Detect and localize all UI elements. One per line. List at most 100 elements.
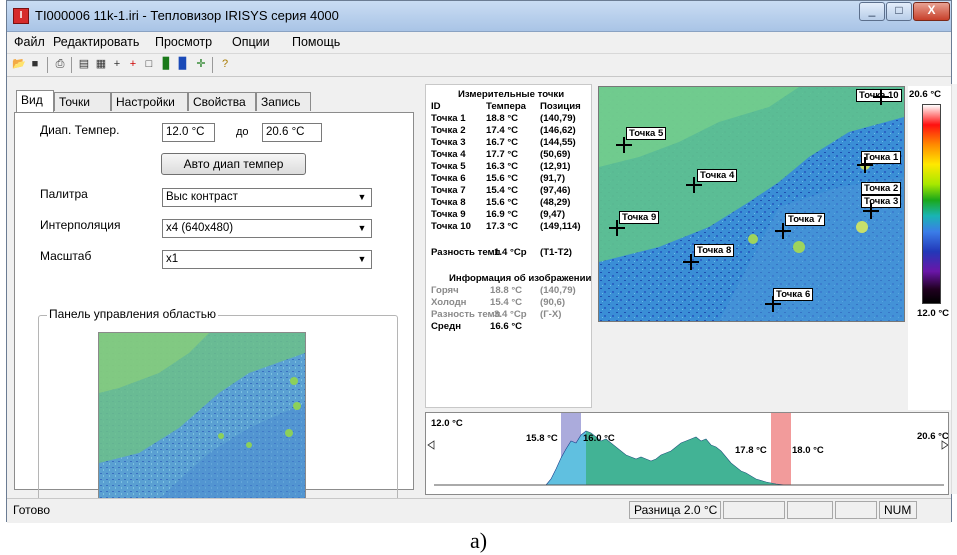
point-id: Точка 3	[431, 137, 466, 148]
thermo-point-label: Точка 9	[619, 211, 660, 224]
thermo-point-label: Точка 6	[773, 288, 814, 301]
palette-value: Выс контраст	[166, 191, 238, 203]
add-point-icon[interactable]: +	[113, 58, 121, 70]
chart-icon[interactable]: ▉	[178, 58, 188, 70]
palette-select[interactable]: Выс контраст ▼	[162, 188, 372, 207]
thermo-point-label: Точка 10	[856, 89, 902, 102]
toolbar-separator	[47, 57, 48, 73]
chevron-down-icon[interactable]: ▼	[357, 192, 367, 202]
crosshair-icon[interactable]	[857, 157, 873, 173]
region-panel-title: Панель управления областью	[47, 307, 219, 321]
temperature-scale: 20.6 °C 12.0 °C	[908, 86, 951, 410]
temp-range-label: Диап. Темпер.	[40, 123, 120, 137]
histo-marker-label: 16.0 °C	[583, 433, 615, 444]
thermo-point-label: Точка 7	[785, 213, 826, 226]
tab-points[interactable]: Точки	[54, 92, 111, 111]
point-temp: 16.7 °C	[486, 137, 519, 148]
point-temp: 17.3 °C	[486, 221, 519, 232]
crosshair-icon[interactable]	[683, 254, 699, 270]
histo-high-marker[interactable]	[771, 413, 791, 485]
point-id: Точка 2	[431, 125, 466, 136]
minimize-button[interactable]: _	[859, 2, 885, 21]
point-id: Точка 6	[431, 173, 466, 184]
point-id: Точка 8	[431, 197, 466, 208]
info-key: Разность темп	[431, 309, 501, 320]
report-icon[interactable]: ▦	[95, 58, 107, 70]
view-tab-panel: Диап. Темпер. 12.0 °C до 20.6 °C Авто ди…	[14, 112, 414, 520]
point-id: Точка 1	[431, 113, 466, 124]
crosshair-icon[interactable]: ✛	[196, 58, 206, 70]
tab-view[interactable]: Вид	[16, 90, 54, 112]
point-pos: (97,46)	[540, 185, 571, 196]
menu-file[interactable]: Файл	[14, 35, 45, 49]
crosshair-icon[interactable]	[873, 89, 889, 105]
auto-range-button[interactable]: Авто диап темпер	[161, 153, 306, 175]
tab-record[interactable]: Запись	[256, 92, 311, 111]
thermal-image-canvas	[599, 87, 904, 321]
status-diff: Разница 2.0 °C	[629, 501, 721, 519]
diff-label: Разность темп	[431, 247, 501, 258]
point-pos: (140,79)	[540, 113, 576, 124]
info-pos: (140,79)	[540, 285, 576, 296]
area-icon[interactable]: □	[145, 58, 153, 70]
point-pos: (48,29)	[540, 197, 571, 208]
menu-help[interactable]: Помощь	[292, 35, 341, 49]
add-point2-icon[interactable]: +	[129, 58, 137, 70]
thermo-point-label: Точка 8	[694, 244, 735, 257]
info-value: 15.4 °C	[490, 297, 523, 308]
info-value: 3.4 °Cр	[494, 309, 527, 320]
thermal-image[interactable]: Точка 10 Точка 5 Точка 1 Точка 4 Точка 2…	[598, 86, 905, 322]
crosshair-icon[interactable]	[616, 137, 632, 153]
header-temp: Темпера	[486, 101, 527, 112]
thermo-point-label: Точка 1	[861, 151, 902, 164]
crosshair-icon[interactable]	[863, 203, 879, 219]
crosshair-icon[interactable]	[765, 296, 781, 312]
chevron-down-icon[interactable]: ▼	[357, 254, 367, 264]
tab-settings[interactable]: Настройки	[111, 92, 188, 111]
scale-select[interactable]: x1 ▼	[162, 250, 372, 269]
histogram-icon[interactable]: ▊	[162, 58, 172, 70]
open-icon[interactable]: 📂	[12, 58, 26, 70]
scale-min: 12.0 °C	[917, 308, 950, 319]
crosshair-icon[interactable]	[609, 220, 625, 236]
save-icon[interactable]: ■	[31, 58, 39, 70]
menu-edit[interactable]: Редактировать	[53, 35, 140, 49]
app-icon[interactable]: I	[13, 8, 29, 24]
interpolation-select[interactable]: x4 (640x480) ▼	[162, 219, 372, 238]
menu-view[interactable]: Просмотр	[155, 35, 213, 49]
info-pos: (90,6)	[540, 297, 566, 308]
header-id: ID	[431, 101, 441, 112]
scale-label: Масштаб	[40, 249, 92, 263]
tab-properties[interactable]: Свойства	[188, 92, 256, 111]
properties-icon[interactable]: ▤	[78, 58, 90, 70]
print-icon[interactable]: ⎙	[55, 58, 65, 70]
point-temp: 18.8 °C	[486, 113, 519, 124]
avg-value: 16.6 °C	[490, 321, 523, 332]
histogram-panel[interactable]: 12.0 °C 20.6 °C 15.8 °C 16.0 °C 17.8 °C …	[425, 412, 949, 495]
menu-options[interactable]: Опции	[232, 35, 270, 49]
close-button[interactable]: X	[913, 2, 950, 21]
point-temp: 16.9 °C	[486, 209, 519, 220]
title-bar[interactable]: I TI000006 11k-1.iri - Тепловизор IRISYS…	[7, 1, 951, 32]
thermo-point-label: Точка 4	[697, 169, 738, 182]
crosshair-icon[interactable]	[686, 177, 702, 193]
point-id: Точка 9	[431, 209, 466, 220]
chevron-down-icon[interactable]: ▼	[357, 223, 367, 233]
crosshair-icon[interactable]	[775, 223, 791, 239]
measurement-panel: Измерительные точки ID Темпера Позиция Т…	[425, 84, 592, 408]
thumbnail-image	[99, 333, 305, 499]
point-pos: (9,47)	[540, 209, 566, 220]
maximize-button[interactable]: □	[886, 2, 912, 21]
temp-from-field[interactable]: 12.0 °C	[162, 123, 215, 142]
menu-bar: Файл Редактировать Просмотр Опции Помощь	[7, 32, 951, 52]
help-icon[interactable]: ?	[221, 58, 229, 70]
region-thumbnail[interactable]	[98, 332, 306, 500]
point-pos: (149,114)	[540, 221, 581, 232]
vertical-scrollbar[interactable]	[951, 84, 957, 494]
point-temp: 17.4 °C	[486, 125, 519, 136]
histo-right-label: 20.6 °C	[917, 431, 949, 442]
temp-to-field[interactable]: 20.6 °C	[262, 123, 322, 142]
scale-value: x1	[166, 253, 179, 265]
status-cell-empty	[835, 501, 877, 519]
histo-left-label: 12.0 °C	[431, 418, 463, 429]
